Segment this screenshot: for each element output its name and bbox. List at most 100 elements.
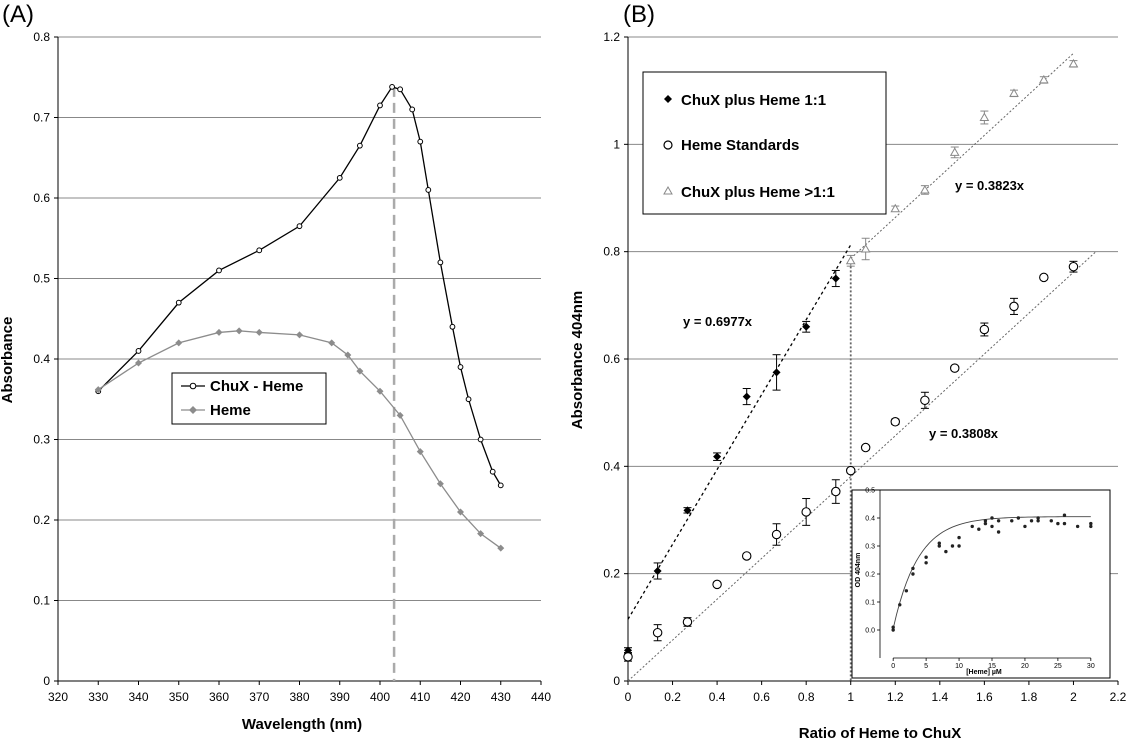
y-tick-label: 0 — [43, 674, 50, 688]
fit-equation-over-1to1: y = 0.3823x — [955, 178, 1025, 193]
inset-x-axis-title: [Heme] µM — [966, 669, 1002, 676]
chux-heme-point — [437, 259, 444, 266]
y-tick-label: 0.8 — [33, 30, 50, 44]
inset-data-point — [1029, 519, 1034, 523]
y-tick-label: 0.3 — [33, 433, 50, 447]
chux-heme-over-1to1-point — [1038, 74, 1049, 84]
legend-label-heme: Heme — [210, 402, 251, 419]
inset-y-tick-label: 0.0 — [865, 628, 875, 635]
chux-heme-point — [497, 482, 504, 489]
heme-point — [416, 448, 424, 456]
inset-data-point — [1062, 521, 1067, 526]
heme-standard-point — [845, 465, 856, 476]
chux-heme-1to1-point — [713, 452, 722, 461]
inset-data-point — [911, 572, 915, 576]
heme-point — [436, 480, 444, 488]
inset-y-axis-title: OD 404nm — [855, 553, 862, 588]
inset-data-point — [891, 625, 895, 629]
x-tick-label: 410 — [410, 690, 430, 704]
inset-data-point — [924, 561, 928, 565]
x-tick-label: 340 — [128, 690, 148, 704]
heme-standard-point — [712, 579, 722, 590]
chux-heme-point — [256, 247, 263, 254]
y-tick-label: 0.7 — [33, 111, 50, 125]
y-tick-label: 1.2 — [603, 30, 620, 44]
x-tick-label: 0.2 — [664, 690, 681, 704]
inset-x-tick-label: 10 — [955, 663, 963, 670]
heme-standard-point — [979, 324, 990, 335]
heme-point — [135, 359, 142, 367]
inset-data-point — [1089, 524, 1093, 529]
chux-heme-1to1-point — [831, 274, 840, 283]
inset-data-point — [1049, 519, 1053, 523]
y-tick-label: 0.4 — [33, 352, 50, 366]
fit-line — [627, 251, 1097, 682]
inset-data-point — [911, 566, 915, 571]
fit-line — [850, 52, 1074, 259]
legend-marker-chux-heme-over-1to1 — [663, 185, 673, 195]
inset-data-point — [1062, 513, 1067, 517]
fit-equation-heme-standards: y = 0.3808x — [929, 426, 999, 441]
chux-heme-point — [457, 364, 464, 370]
panel-b-y-axis-title: Absorbance 404nm — [569, 291, 586, 429]
legend-marker-chux-heme-1to1 — [664, 95, 672, 103]
legend-marker-heme — [189, 406, 197, 414]
chux-heme-point — [216, 267, 222, 274]
inset-data-point — [996, 530, 1001, 534]
inset-data-point — [891, 628, 895, 632]
panel-b-label: (B) — [623, 1, 655, 28]
chux-heme-point — [336, 174, 343, 181]
inset-data-point — [1036, 519, 1040, 523]
inset-chart: 0.0 0.1 0.2 0.3 0.4 0.5 0 5 10 15 20 25 30 [Heme] µM… — [851, 488, 1111, 679]
legend-box — [642, 71, 887, 215]
y-tick-label: 0.4 — [603, 459, 620, 473]
inset-data-point — [937, 541, 941, 545]
inset-x-tick-label: 15 — [988, 663, 996, 670]
x-tick-label: 2.2 — [1110, 690, 1127, 704]
legend-label-heme-standards: Heme Standards — [681, 137, 799, 154]
heme-point — [296, 331, 303, 339]
legend-marker-heme-standards — [663, 140, 673, 150]
chux-heme-1to1-point — [683, 506, 692, 515]
inset-x-tick-label: 5 — [924, 663, 928, 670]
heme-standard-point — [949, 363, 960, 373]
chux-heme-over-1to1-point — [920, 184, 930, 194]
heme-point — [497, 544, 505, 552]
x-tick-label: 1.8 — [1021, 690, 1038, 704]
heme-standard-point — [920, 395, 930, 406]
x-tick-label: 350 — [169, 690, 189, 704]
y-tick-label: 0.6 — [33, 191, 50, 205]
inset-data-point — [1016, 516, 1021, 520]
inset-data-point — [996, 519, 1001, 523]
inset-x-tick-label: 25 — [1054, 663, 1062, 670]
chux-heme-over-1to1-point — [860, 243, 871, 253]
legend-marker-chux-heme — [189, 382, 197, 390]
chux-heme-point — [449, 323, 456, 330]
chux-heme-over-1to1-point — [1009, 88, 1019, 97]
inset-y-tick-label: 0.4 — [865, 516, 875, 523]
heme-standard-point — [860, 442, 871, 453]
y-tick-label: 1 — [613, 137, 620, 151]
panel-a-grid — [58, 36, 541, 601]
chux-heme-point — [417, 138, 424, 145]
chux-heme-1to1-point — [742, 392, 751, 401]
x-tick-label: 1.4 — [931, 690, 948, 704]
chux-heme-over-1to1-point — [979, 112, 990, 121]
heme-standard-point — [682, 617, 693, 627]
inset-data-point — [990, 516, 994, 520]
x-tick-label: 0.8 — [798, 690, 815, 704]
chux-heme-point — [175, 299, 182, 306]
inset-data-point — [983, 521, 988, 526]
x-tick-label: 1.2 — [887, 690, 904, 704]
x-tick-label: 0.6 — [753, 690, 770, 704]
inset-data-point — [983, 519, 988, 523]
panel-b-tick-labels: 0 0.2 0.4 0.6 0.8 1 1.2 0 0.2 0.4 0.6 0.8 1 1.2 1.4 1.6… — [603, 30, 1126, 704]
heme-point — [235, 327, 243, 335]
chux-heme-point — [409, 106, 416, 113]
heme-standard-point — [741, 551, 752, 561]
x-tick-label: 0.4 — [709, 690, 726, 704]
inset-data-point — [990, 524, 994, 529]
x-tick-label: 360 — [209, 690, 229, 704]
inset-data-point — [1010, 519, 1014, 523]
